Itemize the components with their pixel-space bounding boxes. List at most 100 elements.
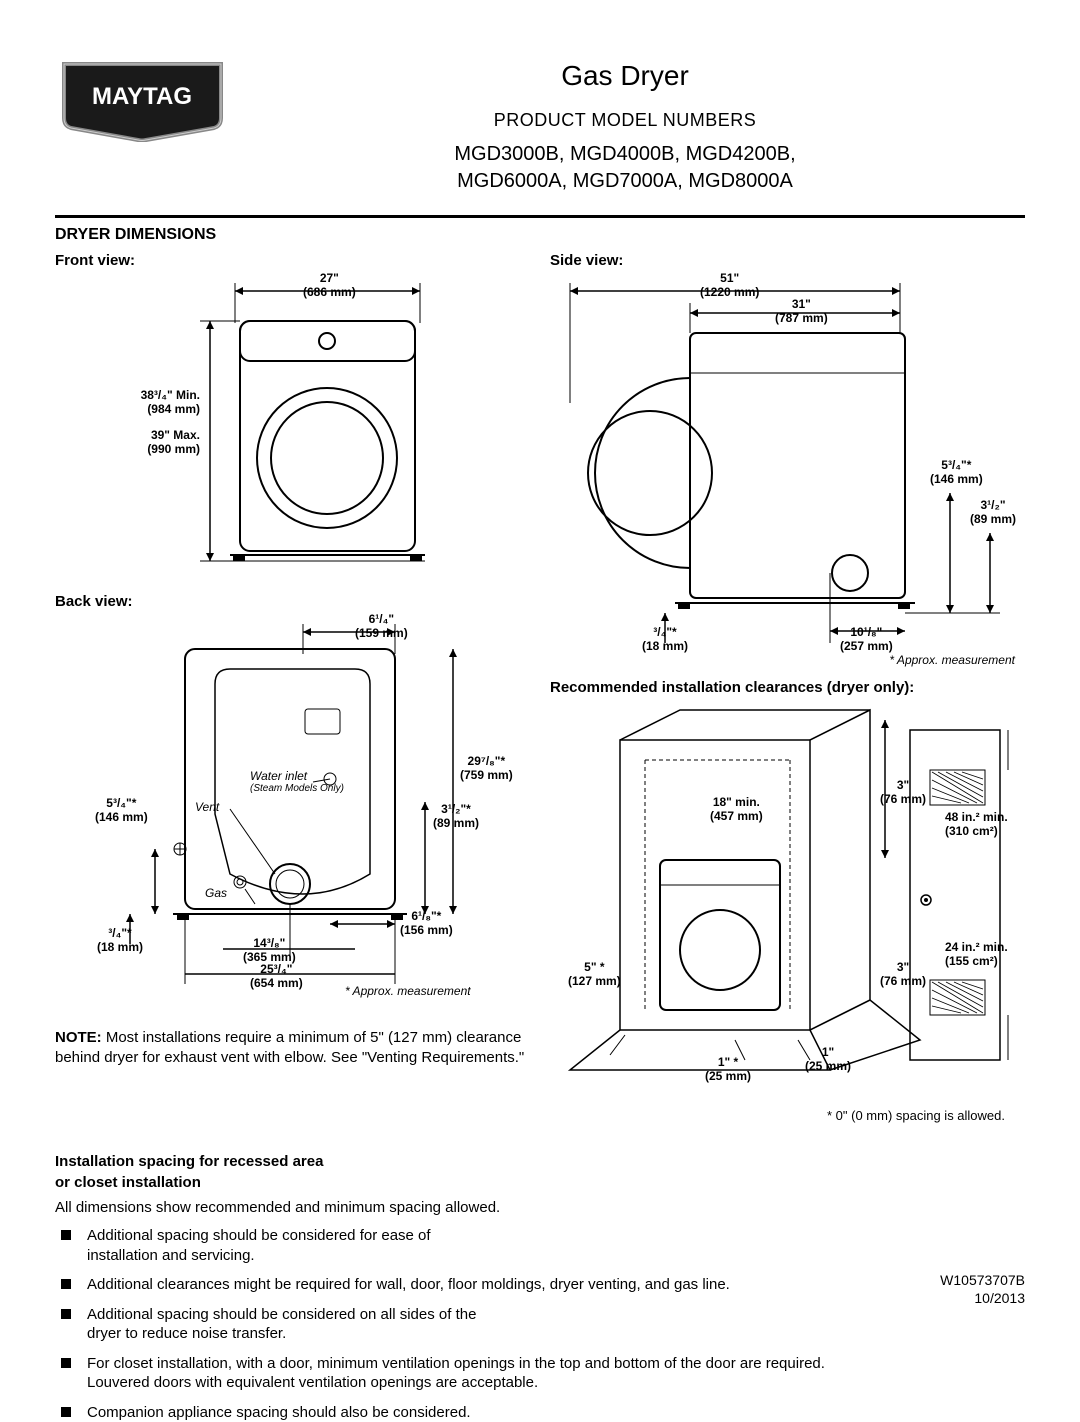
clear-c8: 3" (76 mm) [880,960,926,989]
dim-value: 6¹/₈"* [411,909,441,923]
right-column: Side view: [550,248,1025,1123]
dim-value: ³/₄"* [108,926,131,940]
doc-date: 10/2013 [974,1290,1025,1306]
install-intro: All dimensions show recommended and mini… [55,1199,1025,1216]
clearances-diagram: 18" min. (457 mm) 3" (76 mm) 48 in.² min… [550,700,1025,1100]
section-dimensions: DRYER DIMENSIONS [55,226,1025,244]
side-d3: 5³/₄"* (146 mm) [930,458,983,487]
side-view-diagram: 51" (1220 mm) 31" (787 mm) 5³/₄"* (146 m… [550,273,1025,673]
dim-mm: (89 mm) [970,512,1016,526]
models-line1: MGD3000B, MGD4000B, MGD4200B, [454,143,795,165]
back-d2: 29⁷/₈"* (759 mm) [460,754,513,783]
dim-value: 3¹/₂" [980,498,1005,512]
dim-mm: (146 mm) [95,810,148,824]
dim-mm: (787 mm) [775,311,828,325]
dim-mm: (25 mm) [705,1069,751,1083]
back-d5: 14³/₈" (365 mm) [243,936,296,965]
dim-value: 5³/₄"* [106,796,136,810]
dim-value: 48 in.² min. [945,810,1008,824]
model-subheader: PRODUCT MODEL NUMBERS [225,110,1025,131]
dim-mm: (457 mm) [710,809,763,823]
clear-c4: 24 in.² min. (155 cm²) [945,940,1008,969]
install-bullets: Additional spacing should be considered … [55,1226,1025,1422]
dim-mm: (1220 mm) [700,285,759,299]
back-d4: 6¹/₈"* (156 mm) [400,909,453,938]
label-sub: (Steam Models Only) [250,783,344,795]
dim-mm: (18 mm) [642,639,688,653]
divider [55,215,1025,218]
dim-mm: (76 mm) [880,792,926,806]
page-title: Gas Dryer [225,60,1025,92]
front-height-min: 38³/₄" Min. (984 mm) [105,388,200,417]
dim-mm: (990 mm) [105,442,200,456]
models-line2: MGD6000A, MGD7000A, MGD8000A [457,170,793,192]
dim-mm: (159 mm) [355,626,408,640]
model-numbers: MGD3000B, MGD4000B, MGD4200B, MGD6000A, … [225,141,1025,195]
install-head2: or closet installation [55,1174,201,1191]
dim-mm: (146 mm) [930,472,983,486]
dim-mm: (156 mm) [400,923,453,937]
side-d1: 51" (1220 mm) [700,271,759,300]
dim-value: 3" [897,960,909,974]
dim-value: 18" min. [713,795,760,809]
clear-c1: 18" min. (457 mm) [710,795,763,824]
brand-text: MAYTAG [92,83,192,110]
dim-value: 5" * [584,960,604,974]
dim-mm: (25 mm) [805,1059,851,1073]
note-text: Most installations require a minimum of … [55,1029,524,1066]
dim-value: 6¹/₄" [369,612,394,626]
dim-value: 3¹/₂"* [441,802,471,816]
note-bold: NOTE: [55,1029,102,1046]
clear-c3: 48 in.² min. (310 cm²) [945,810,1008,839]
dim-mm: (127 mm) [568,974,621,988]
label: Water inlet [250,769,307,783]
install-head1: Installation spacing for recessed area [55,1153,323,1170]
side-view-label: Side view: [550,252,1025,269]
bullet-item: For closet installation, with a door, mi… [55,1354,885,1393]
back-d7: 5³/₄"* (146 mm) [95,796,148,825]
front-view-label: Front view: [55,252,530,269]
dim-mm: (18 mm) [97,940,143,954]
bullet-item: Additional clearances might be required … [55,1275,1025,1295]
back-view-diagram: 6¹/₄" (159 mm) 29⁷/₈"* (759 mm) 3¹/₂"* (… [55,614,530,1014]
side-d2: 31" (787 mm) [775,297,828,326]
front-height-max: 39" Max. (990 mm) [105,428,200,457]
dim-value: 1" * [718,1055,738,1069]
back-vent-label: Vent [195,800,219,814]
side-d5: ³/₄"* (18 mm) [642,625,688,654]
left-column: Front view: [55,248,530,1123]
dim-value: 24 in.² min. [945,940,1008,954]
dim-value: 25³/₄" [260,962,292,976]
bullet-item: Additional spacing should be considered … [55,1305,495,1344]
clearances-footnote: * 0" (0 mm) spacing is allowed. [550,1108,1025,1123]
clear-c5: 5" * (127 mm) [568,960,621,989]
dim-value: 27" [320,271,339,285]
dim-mm: (686 mm) [303,285,356,299]
doc-number: W10573707B [940,1272,1025,1288]
side-approx: * Approx. measurement [889,653,1015,667]
dim-mm: (310 cm²) [945,824,1008,838]
dim-value: 39" Max. [151,428,200,442]
dim-value: 14³/₈" [253,936,285,950]
dim-mm: (759 mm) [460,768,513,782]
dim-value: 38³/₄" Min. [141,388,200,402]
back-gas-label: Gas [205,886,227,900]
dim-value: 31" [792,297,811,311]
front-view-diagram: 27" (686 mm) 38³/₄" Min. (984 mm) 39" Ma… [55,273,530,583]
dim-value: 29⁷/₈"* [468,754,506,768]
dim-mm: (654 mm) [250,976,303,990]
back-d6: 25³/₄" (654 mm) [250,962,303,991]
document-number-block: W10573707B 10/2013 [940,1271,1025,1307]
note-block: NOTE: Most installations require a minim… [55,1028,530,1067]
side-d6: 10¹/₈" (257 mm) [840,625,893,654]
dim-mm: (76 mm) [880,974,926,988]
bullet-item: Additional spacing should be considered … [55,1226,475,1265]
dim-mm: (257 mm) [840,639,893,653]
back-d1: 6¹/₄" (159 mm) [355,612,408,641]
dim-mm: (155 cm²) [945,954,1008,968]
dim-value: 51" [720,271,739,285]
dim-value: ³/₄"* [653,625,676,639]
dim-value: 10¹/₈" [850,625,882,639]
back-water-label: Water inlet (Steam Models Only) [250,769,344,795]
back-approx: * Approx. measurement [345,984,471,998]
